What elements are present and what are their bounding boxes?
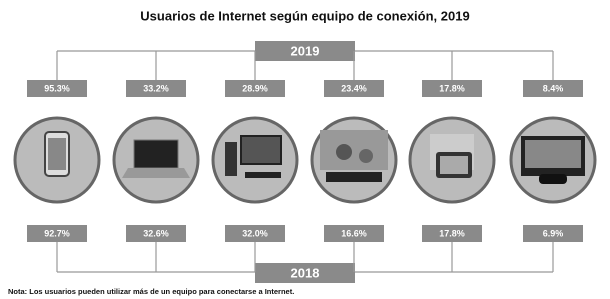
- icon: [134, 140, 178, 168]
- value-2019: 17.8%: [439, 83, 465, 93]
- icon: [122, 168, 190, 178]
- icon: [336, 144, 352, 160]
- icon: [539, 174, 567, 184]
- icon: [241, 136, 281, 164]
- value-2019: 8.4%: [543, 83, 564, 93]
- title: Usuarios de Internet según equipo de con…: [140, 8, 469, 23]
- icon: [225, 142, 237, 176]
- icon: [245, 172, 281, 178]
- icon: [320, 130, 388, 170]
- icon: [440, 156, 468, 174]
- value-2019: 23.4%: [341, 83, 367, 93]
- infographic: Usuarios de Internet según equipo de con…: [0, 0, 610, 299]
- value-2018: 6.9%: [543, 228, 564, 238]
- icon: [48, 138, 66, 170]
- year-label: 2019: [291, 43, 320, 58]
- value-2019: 28.9%: [242, 83, 268, 93]
- value-2018: 16.6%: [341, 228, 367, 238]
- value-2018: 32.6%: [143, 228, 169, 238]
- value-2019: 95.3%: [44, 83, 70, 93]
- value-2018: 32.0%: [242, 228, 268, 238]
- value-2019: 33.2%: [143, 83, 169, 93]
- note: Nota: Los usuarios pueden utilizar más d…: [8, 287, 294, 296]
- icon: [326, 172, 382, 182]
- value-2018: 92.7%: [44, 228, 70, 238]
- year-label: 2018: [291, 265, 320, 280]
- icon: [525, 140, 581, 168]
- value-2018: 17.8%: [439, 228, 465, 238]
- icon: [359, 149, 373, 163]
- page: Usuarios de Internet según equipo de con…: [0, 0, 610, 299]
